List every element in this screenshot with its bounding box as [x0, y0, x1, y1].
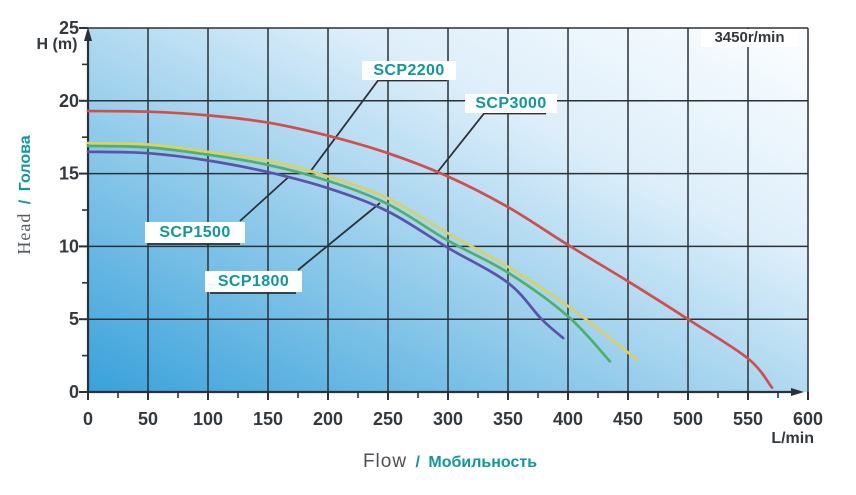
x-tick-label-300: 300 — [433, 409, 463, 429]
y-axis-title: Head / Голова — [13, 107, 35, 283]
callout-scp1800: SCP1800 — [205, 271, 302, 292]
x-tick-label-550: 550 — [733, 409, 763, 429]
x-tick-label-200: 200 — [313, 409, 343, 429]
x-tick-label-0: 0 — [83, 409, 93, 429]
y-tick-label-15: 15 — [59, 164, 79, 184]
x-axis-title-en: Flow — [362, 451, 408, 472]
leader-line-scp1500-1 — [239, 176, 289, 222]
y-tick-label-20: 20 — [59, 91, 79, 111]
x-tick-label-250: 250 — [373, 409, 403, 429]
x-tick-label-600: 600 — [793, 409, 823, 429]
curve-scp1800 — [86, 144, 612, 363]
curve-scp3000 — [86, 109, 774, 389]
x-axis-arrowhead-icon — [791, 388, 804, 396]
y-tick-label-0: 0 — [69, 382, 79, 402]
x-axis-title-separator: / — [415, 454, 420, 471]
x-tick-label-50: 50 — [138, 409, 158, 429]
y-tick-label-10: 10 — [59, 236, 79, 256]
x-tick-label-400: 400 — [553, 409, 583, 429]
callout-scp2200: SCP2200 — [362, 61, 456, 80]
x-tick-label-100: 100 — [193, 409, 223, 429]
x-axis-unit-label: L/min — [771, 430, 814, 447]
rpm-annotation: 3450r/min — [701, 29, 798, 47]
x-tick-label-450: 450 — [613, 409, 643, 429]
y-axis-title-separator: / — [17, 199, 34, 205]
callout-scp1500: SCP1500 — [145, 222, 245, 243]
y-axis-arrowhead-icon — [84, 27, 92, 41]
x-axis-title-ru: Мобильность — [428, 454, 538, 471]
y-axis-title-en: Head — [14, 212, 34, 255]
callout-scp3000: SCP3000 — [465, 94, 557, 113]
y-axis-title-ru: Голова — [17, 135, 34, 192]
leader-line-scp1800-1 — [297, 202, 381, 271]
y-axis-unit-label: H (m) — [36, 36, 78, 53]
y-tick-label-5: 5 — [69, 309, 79, 329]
x-tick-label-350: 350 — [493, 409, 523, 429]
y-tick-label-25: 25 — [59, 18, 79, 38]
leader-line-scp2200 — [309, 79, 447, 173]
curve-scp2200 — [86, 141, 639, 362]
x-axis-title: Flow / Мобильность — [320, 450, 580, 474]
x-tick-label-500: 500 — [673, 409, 703, 429]
x-tick-label-150: 150 — [253, 409, 283, 429]
curve-scp1500 — [86, 150, 565, 340]
leader-line-scp3000 — [435, 112, 546, 175]
